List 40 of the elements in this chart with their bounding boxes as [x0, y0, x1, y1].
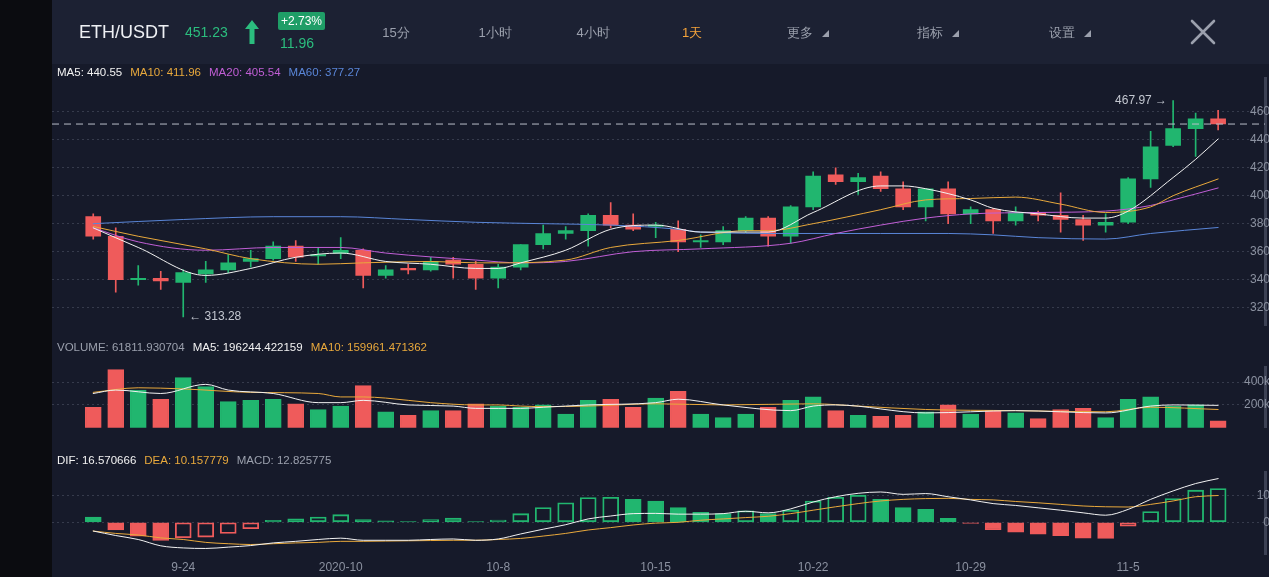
y-tick-label: 10 — [1256, 488, 1269, 503]
x-tick-label: 10-15 — [640, 559, 672, 574]
text: DIF: 16.570666 — [57, 454, 137, 466]
text: 1天 — [681, 24, 703, 40]
series-label: VOLUME: 61811.930704 — [57, 341, 185, 353]
y-tick-label: 460 — [1249, 104, 1269, 119]
text: +2.73% — [278, 12, 326, 30]
y-tick-label: 340 — [1249, 271, 1269, 286]
y-tick-label: 420 — [1249, 160, 1269, 175]
y-tick-label: 400 — [1249, 188, 1269, 203]
text: 更多 — [787, 24, 813, 40]
annotation: ← 313.28 — [189, 309, 242, 324]
text: 451.23 — [185, 24, 228, 40]
text: MA60: 377.27 — [288, 66, 361, 78]
text: ETH/USDT — [79, 22, 169, 42]
annotation: 467.97 → — [1115, 92, 1168, 107]
text: MA5: 196244.422159 — [192, 341, 303, 353]
y-tick-label: 0 — [1263, 514, 1269, 529]
text: MA5: 440.55 — [57, 66, 123, 78]
text: 指标 — [917, 24, 943, 40]
text: DEA: 10.157779 — [144, 454, 229, 466]
x-tick-label: 10-22 — [797, 559, 829, 574]
x-tick-label: 11-5 — [1116, 559, 1141, 574]
text: MACD: 12.825775 — [236, 454, 332, 466]
text: 1小时 — [478, 24, 512, 40]
text: 15分 — [382, 24, 410, 40]
y-tick-label: 380 — [1249, 215, 1269, 230]
text: MA20: 405.54 — [208, 66, 281, 78]
text: 设置 — [1049, 24, 1075, 40]
y-tick-label: 440 — [1249, 132, 1269, 147]
x-tick-label: 10-29 — [955, 559, 987, 574]
y-tick-label: 320 — [1249, 299, 1269, 314]
x-tick-label: 9-24 — [171, 559, 196, 574]
x-tick-label: 2020-10 — [318, 559, 364, 574]
text: MA10: 411.96 — [130, 66, 201, 78]
text: MA10: 159961.471362 — [310, 341, 428, 353]
text: 4小时 — [576, 24, 610, 40]
text: 11.96 — [280, 35, 314, 51]
x-tick-label: 10-8 — [486, 559, 511, 574]
y-tick-label: 360 — [1249, 243, 1269, 258]
